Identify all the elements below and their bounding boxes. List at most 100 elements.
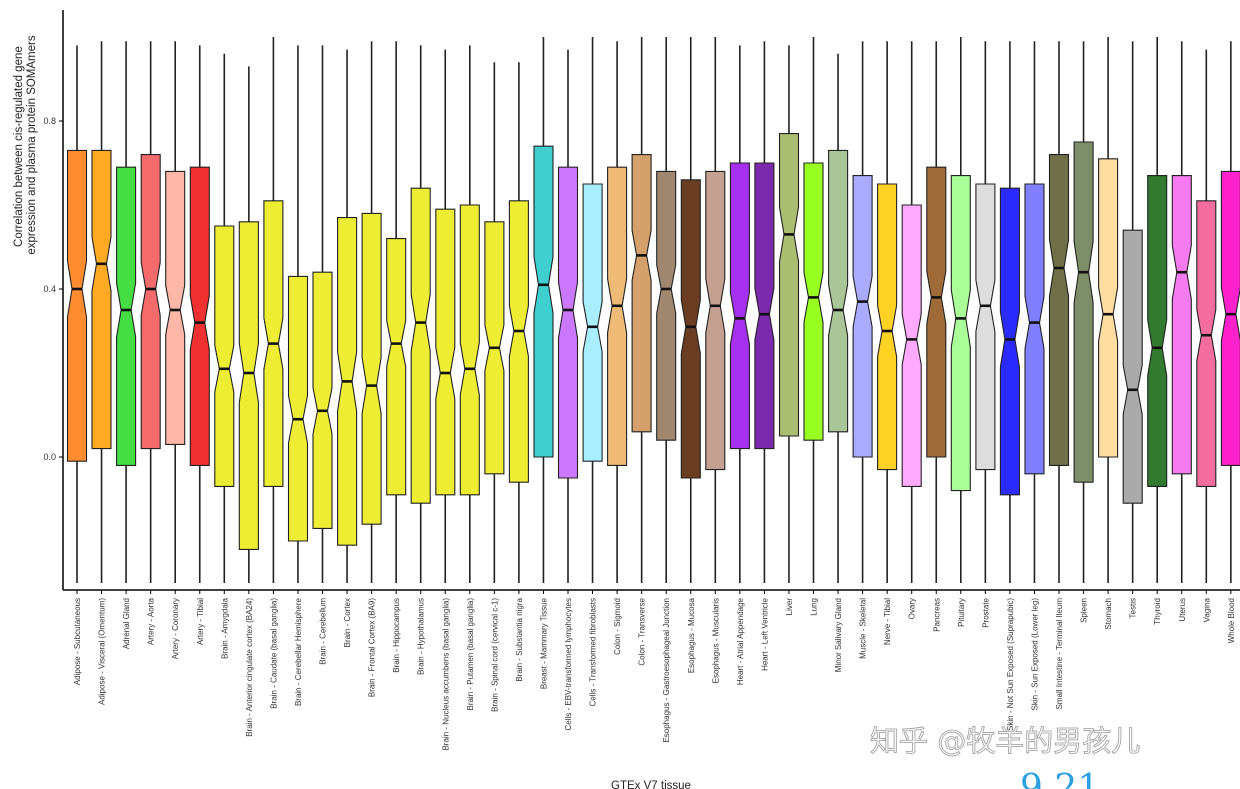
- x-tick-label: Nerve - Tibial: [883, 598, 892, 645]
- x-tick-label: Skin - Sun Exposed (Lower leg): [1031, 598, 1040, 711]
- x-tick-label: Brain - Cortex: [343, 598, 352, 647]
- box-25: [680, 37, 701, 583]
- x-tick-label: Brain - Cerebellar Hemisphere: [294, 597, 303, 706]
- x-tick-label: Colon - Transverse: [638, 597, 647, 665]
- box-43: [1122, 41, 1143, 583]
- x-tick-label: Artery - Coronary: [171, 598, 180, 659]
- box-14: [410, 45, 431, 583]
- x-tick-label: Lung: [810, 598, 819, 616]
- box-32: [852, 41, 873, 583]
- box-23: [631, 37, 652, 583]
- box-24: [656, 37, 677, 583]
- x-tick-label: Brain - Frontal Cortex (BA9): [368, 598, 377, 697]
- box-30: [803, 37, 824, 583]
- box-body: [877, 183, 898, 471]
- box-body: [754, 162, 775, 450]
- box-body: [803, 162, 824, 441]
- box-body: [361, 212, 382, 525]
- box-body: [1048, 154, 1070, 466]
- y-axis-title-line-2: expression and plasma protein SOMAmers: [26, 35, 38, 254]
- x-tick-label: Pancreas: [932, 598, 941, 632]
- box-body: [1147, 175, 1168, 487]
- x-tick-label: Uterus: [1178, 598, 1187, 622]
- x-tick-label: Brain - Substantia nigra: [515, 597, 524, 681]
- box-28: [754, 41, 775, 583]
- x-tick-label: Artery - Tibial: [196, 598, 205, 645]
- x-tick-label: Brain - Hypothalamus: [417, 598, 426, 675]
- box-29: [778, 45, 800, 583]
- box-body: [950, 175, 971, 492]
- x-tick-label: Esophagus - Mucosa: [687, 597, 696, 673]
- watermark-text: 知乎 @牧羊的男孩儿: [870, 724, 1140, 758]
- x-tick-label: Ovary: [908, 598, 917, 619]
- box-body: [729, 162, 750, 450]
- box-body: [189, 166, 210, 466]
- box-3: [140, 41, 161, 583]
- watermark: 知乎 @牧羊的男孩儿 9 21: [870, 724, 1141, 789]
- box-body: [410, 187, 431, 504]
- x-tick-label: Adrenal Gland: [122, 598, 131, 649]
- box-body: [1098, 158, 1119, 458]
- x-tick-label: Brain - Amygdala: [220, 597, 229, 658]
- box-6: [214, 53, 235, 583]
- box-39: [1024, 41, 1045, 583]
- box-41: [1073, 41, 1094, 583]
- box-body: [607, 166, 628, 466]
- x-tick-label: Pituitary: [957, 598, 966, 627]
- box-body: [1122, 229, 1143, 504]
- x-tick-label: Brain - Anterior cingulate cortex (BA24): [245, 598, 254, 737]
- watermark-number: 9 21: [1020, 768, 1100, 789]
- box-20: [557, 49, 579, 583]
- y-axis-title-line-1: Correlation between cis-regulated gene: [13, 46, 25, 247]
- x-tick-label: Prostate: [981, 597, 990, 627]
- x-tick-label: Whole Blood: [1227, 598, 1236, 643]
- box-body: [1196, 200, 1217, 487]
- x-tick-label: Vagina: [1202, 597, 1211, 622]
- x-tick-label: Stomach: [1104, 598, 1113, 630]
- box-body: [901, 204, 922, 487]
- box-15: [435, 49, 456, 583]
- box-body: [680, 179, 701, 479]
- x-ticks: Adipose - Subcutaneous Adipose - Visceral…: [73, 590, 1236, 751]
- box-body: [459, 204, 480, 496]
- box-body: [91, 149, 112, 450]
- box-7: [238, 66, 259, 583]
- box-10: [312, 45, 333, 583]
- y-tick-label: 0.8: [43, 116, 56, 126]
- box-body: [165, 170, 186, 445]
- x-tick-label: Brain - Hippocampus: [392, 598, 401, 673]
- box-body: [238, 221, 259, 550]
- x-tick-label: Testis: [1129, 598, 1138, 618]
- x-tick-label: Spleen: [1080, 598, 1089, 623]
- x-tick-label: Brain - Spinal cord (cervical c-1): [490, 598, 499, 712]
- box-body: [705, 170, 726, 471]
- x-tick-label: Colon - Sigmoid: [613, 598, 622, 655]
- box-body: [435, 208, 456, 496]
- box-body: [1171, 175, 1192, 475]
- box-body: [508, 200, 529, 483]
- box-0: [66, 45, 88, 583]
- box-1: [91, 41, 112, 583]
- box-4: [165, 41, 186, 583]
- x-tick-label: Cells - EBV-transformed lymphocytes: [564, 598, 573, 731]
- box-body: [557, 166, 579, 479]
- box-body: [312, 271, 333, 529]
- box-16: [459, 45, 480, 583]
- box-body: [999, 187, 1020, 496]
- box-2: [116, 41, 137, 583]
- y-tick-label: 0.0: [43, 452, 56, 462]
- box-38: [999, 41, 1020, 583]
- x-tick-label: Heart - Atrial Appendage: [736, 597, 745, 685]
- box-body: [656, 170, 677, 441]
- box-45: [1171, 41, 1192, 583]
- box-44: [1147, 37, 1168, 583]
- box-body: [1073, 141, 1094, 483]
- box-body: [778, 133, 800, 437]
- x-tick-label: Muscle - Skeletal: [859, 598, 868, 659]
- box-body: [828, 149, 849, 433]
- x-tick-label: Adipose - Subcutaneous: [73, 598, 82, 685]
- box-22: [607, 41, 628, 583]
- box-body: [287, 275, 309, 542]
- box-body: [214, 225, 235, 487]
